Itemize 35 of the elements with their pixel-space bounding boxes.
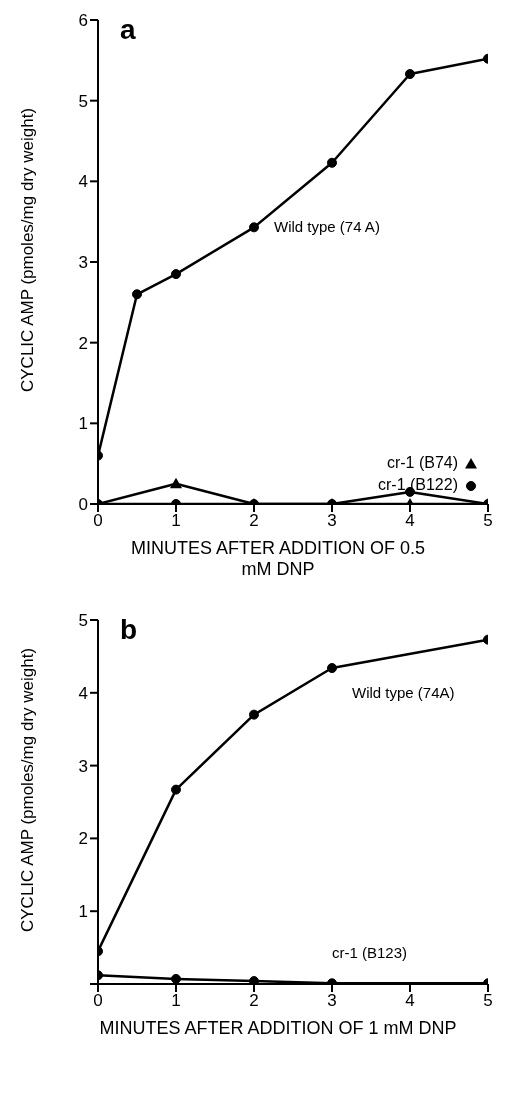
series-label: Wild type (74 A) — [274, 218, 380, 236]
x-tick-label: 3 — [327, 991, 337, 1011]
chart-title: a — [120, 14, 136, 46]
y-tick-label: 4 — [78, 172, 88, 192]
x-tick-label: 2 — [249, 511, 259, 531]
x-tick-label: 1 — [171, 511, 181, 531]
y-axis-title: CYCLIC AMP (pmoles/mg dry weight) — [18, 647, 38, 932]
series-label: Wild type (74A) — [352, 684, 455, 702]
x-tick-label: 1 — [171, 991, 181, 1011]
x-tick-label: 2 — [249, 991, 259, 1011]
y-tick-label: 1 — [78, 902, 88, 922]
x-axis-title: MINUTES AFTER ADDITION OF 1 mM DNP — [98, 1018, 458, 1039]
y-tick-label: 6 — [78, 11, 88, 31]
legend-label: cr-1 (B122) — [377, 475, 458, 495]
x-tick-label: 4 — [405, 511, 415, 531]
x-tick-label: 0 — [93, 991, 103, 1011]
x-tick-label: 5 — [483, 511, 493, 531]
chart-title: b — [120, 614, 138, 646]
x-tick-label: 0 — [93, 511, 103, 531]
y-tick-label: 2 — [78, 333, 88, 353]
x-tick-label: 5 — [483, 991, 493, 1011]
y-tick-label: 3 — [78, 253, 88, 273]
y-tick-label: 5 — [78, 91, 88, 111]
y-tick-label: 2 — [78, 829, 88, 849]
y-tick-label: 0 — [78, 495, 88, 515]
y-tick-label: 4 — [78, 683, 88, 703]
x-tick-label: 4 — [405, 991, 415, 1011]
y-tick-label: 1 — [78, 414, 88, 434]
y-tick-label: 3 — [78, 756, 88, 776]
x-tick-label: 3 — [327, 511, 337, 531]
legend-label: cr-1 (B74) — [386, 453, 458, 473]
series-label: cr-1 (B123) — [332, 944, 408, 962]
y-tick-label: 5 — [78, 611, 88, 631]
x-axis-title: MINUTES AFTER ADDITION OF 0.5 mM DNP — [129, 538, 426, 580]
y-axis-title: CYCLIC AMP (pmoles/mg dry weight) — [18, 107, 38, 392]
